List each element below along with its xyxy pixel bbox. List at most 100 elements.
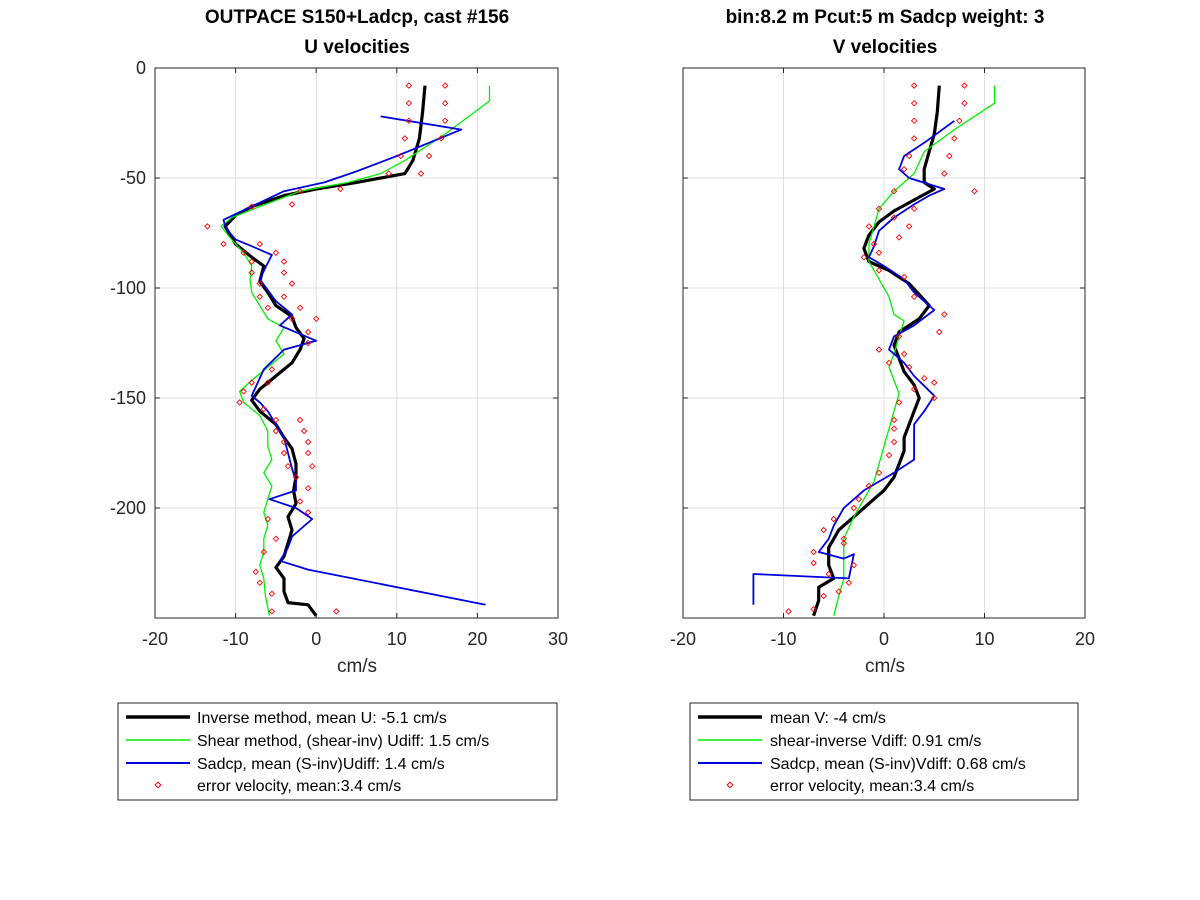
u-axes-box [154,67,559,619]
v-error-marker [941,170,948,177]
u-x-tick-label: -10 [223,629,249,649]
u-error-marker [300,427,308,435]
u-legend: Inverse method, mean U: -5.1 cm/s Shear … [117,702,558,801]
v-error-marker [875,469,883,477]
v-error-marker [910,117,918,125]
u-error-marker [296,187,304,195]
v-chart-title-line1: bin:8.2 m Pcut:5 m Sadcp weight: 3 [726,7,1045,28]
v-error-marker [820,592,827,600]
u-error-marker [272,427,280,435]
v-x-tick-label: -10 [770,629,796,649]
v-x-tick-label: 10 [974,629,994,649]
v-error-marker [825,570,832,578]
u-error-marker [236,399,243,406]
u-error-marker [272,416,280,424]
u-error-marker [333,608,340,615]
v-error-marker [885,359,893,367]
v-error-marker [895,399,903,406]
u-legend-swatch-error [154,781,162,789]
u-error-marker [312,315,320,323]
u-chart-title-line2: U velocities [304,37,410,58]
v-error-marker [895,234,903,241]
u-error-marker [288,280,296,287]
u-error-marker [304,509,312,516]
v-error-marker [910,82,918,89]
v-error-marker [931,394,938,402]
v-chart-title-line2: V velocities [833,37,938,58]
u-y-tick-label: -50 [120,168,146,188]
u-error-marker [264,379,272,386]
v-legend-box [689,702,1079,801]
v-error-marker [900,273,908,281]
v-x-tick-label: -20 [670,629,696,649]
u-error-marker [240,249,247,257]
v-series-group [752,82,996,617]
u-x-tick-label: 20 [467,629,487,649]
u-error-marker [425,152,433,160]
v-error-marker [895,333,903,340]
v-error-marker [810,559,817,567]
u-x-tick-label: 0 [311,629,321,649]
u-error-marker [385,170,392,177]
v-error-marker [885,451,893,459]
u-error-marker [260,405,268,413]
v-error-marker [875,205,883,213]
v-error-marker [820,526,827,534]
u-error-marker [441,99,449,107]
u-error-marker [296,416,304,424]
u-series-group [204,82,491,617]
v-error-marker [905,152,913,160]
u-error-marker [256,240,264,248]
v-x-tick-label: 20 [1075,629,1095,649]
v-error-marker [946,152,953,160]
u-error-marker [397,152,405,160]
v-legend-shear: shear-inverse Vdiff: 0.91 cm/s [770,733,981,750]
v-error-marker [810,605,817,613]
u-sadcp-line [222,115,486,606]
v-error-marker [890,438,898,446]
u-error-marker [304,339,312,347]
u-error-marker [280,449,288,457]
v-error-marker [785,608,792,615]
u-error-marker [337,185,344,193]
v-error-marker [961,99,968,107]
v-inverse-line [812,85,941,617]
v-error-marker [890,214,898,221]
u-legend-inverse: Inverse method, mean U: -5.1 cm/s [197,710,447,727]
v-error-marker [875,267,883,274]
v-error-marker [865,223,873,230]
u-error-marker [220,240,227,248]
u-error-marker [268,590,276,598]
v-legend-swatch-error [726,781,734,789]
u-error-marker [304,449,312,457]
u-error-marker [264,515,272,523]
v-velocity-panel: bin:8.2 m Pcut:5 m Sadcp weight: 3 V vel… [670,7,1095,677]
u-error-marker [288,315,296,323]
u-legend-error: error velocity, mean:3.4 cm/s [197,778,401,795]
v-error-marker [941,311,948,318]
u-y-tick-label: 0 [136,58,146,78]
u-error-marker [268,608,276,615]
u-legend-box [117,702,558,801]
u-legend-sadcp: Sadcp, mean (S-inv)Udiff: 1.4 cm/s [197,756,445,773]
v-error-marker [890,425,898,433]
v-error-marker [860,253,868,261]
v-error-marker [956,117,963,125]
u-error-marker [296,498,304,505]
v-x-axis-label: cm/s [865,656,905,677]
v-error-marker [855,495,863,503]
v-error-marker [850,561,858,569]
v-legend-sadcp: Sadcp, mean (S-inv)Vdiff: 0.68 cm/s [770,756,1026,773]
v-error-marker [870,240,878,248]
u-velocity-panel: OUTPACE S150+Ladcp, cast #156 U velociti… [110,7,568,677]
v-error-marker [910,385,918,393]
v-error-marker [905,223,913,230]
u-error-marker [405,99,413,107]
u-error-marker [401,135,409,142]
v-error-marker [865,482,873,490]
v-error-marker [920,374,928,382]
v-error-marker [910,205,918,213]
u-error-marker [304,328,312,336]
u-error-marker [248,258,255,265]
v-error-marker [890,416,898,424]
